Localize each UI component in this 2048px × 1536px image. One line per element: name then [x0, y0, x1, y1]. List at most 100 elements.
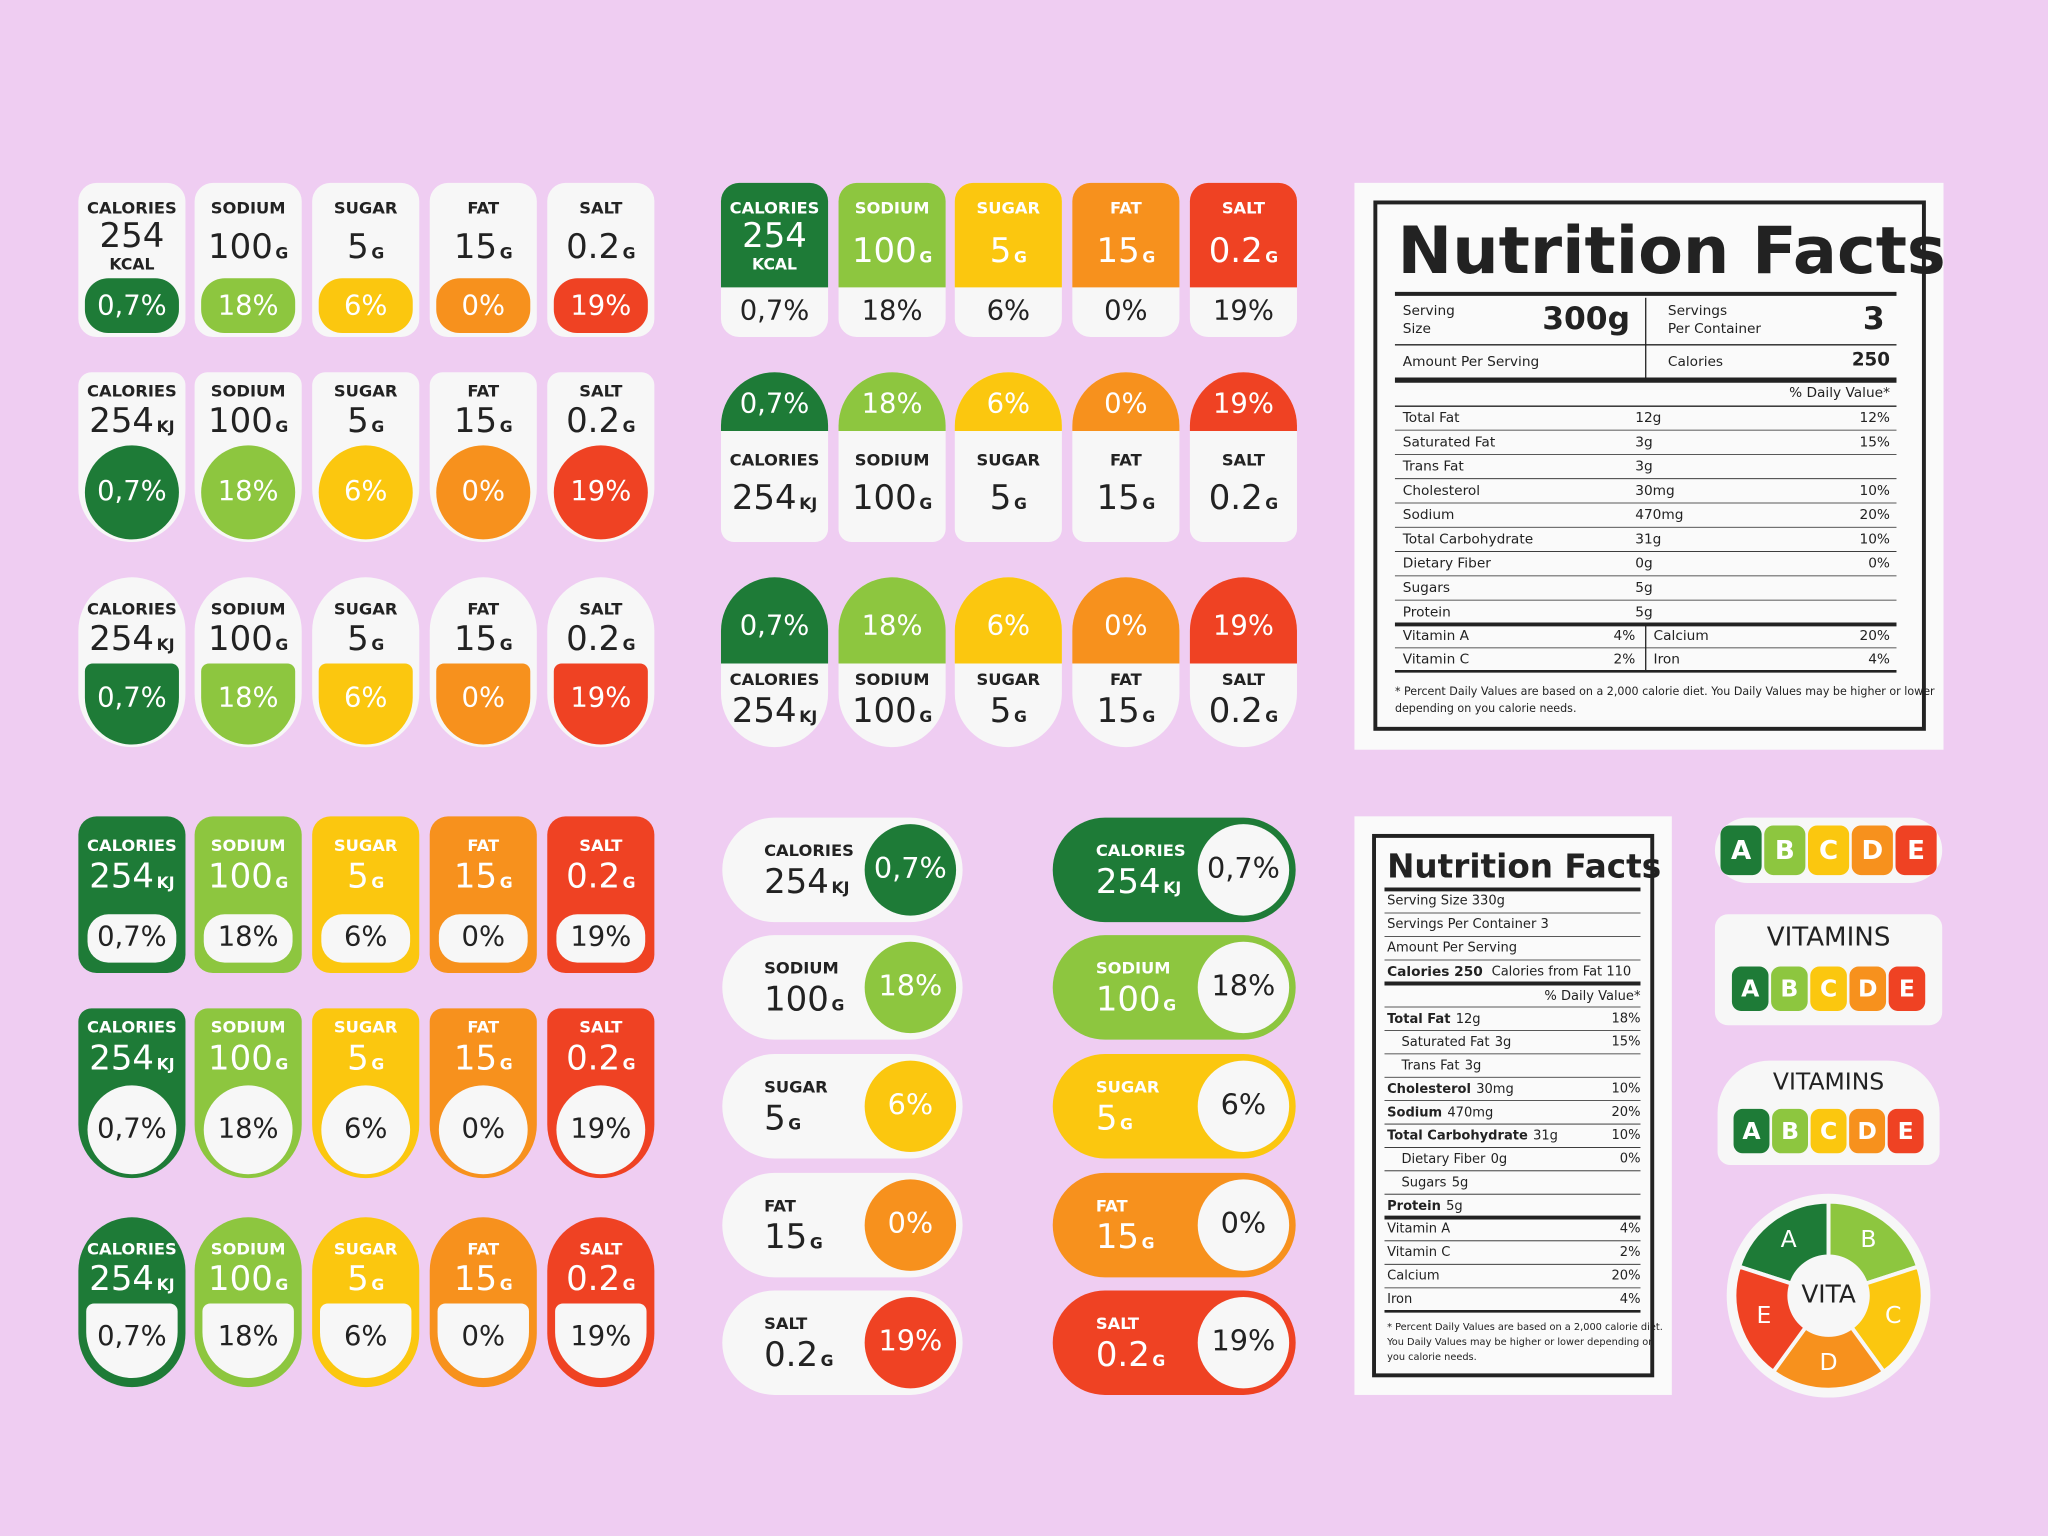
- percent-circle: [1197, 941, 1290, 1034]
- amount-unit: G: [275, 1275, 288, 1294]
- nutrient-name: CALORIES: [730, 670, 820, 689]
- percent-circle: [556, 1085, 646, 1175]
- percent: 0%: [462, 1321, 505, 1352]
- amount-value: 15: [454, 400, 497, 440]
- score-block: [1731, 966, 1769, 1011]
- percent-circle: [203, 1085, 293, 1175]
- amount-unit: G: [1014, 707, 1027, 726]
- percent: 19%: [570, 921, 631, 952]
- nutrient-name: SODIUM: [764, 959, 839, 978]
- nutrient-amount: 100 G: [208, 619, 288, 659]
- nutrient-name: SODIUM: [211, 836, 286, 855]
- facts-text: 250: [1852, 349, 1890, 370]
- score-letter: C: [1820, 1117, 1837, 1145]
- amount-unit: KJ: [831, 878, 849, 897]
- percent: 18%: [878, 968, 942, 1002]
- amount-unit: G: [500, 1275, 513, 1294]
- nutrient-name: SUGAR: [977, 670, 1041, 689]
- percent-circle: [1197, 1060, 1290, 1152]
- amount-value: 100: [852, 231, 917, 271]
- facts-text: Dietary Fiber: [1403, 556, 1491, 572]
- amount-value: 254: [732, 690, 797, 730]
- percent-tag: [553, 278, 648, 334]
- nutrient-name: CALORIES: [730, 198, 820, 217]
- score-letter: D: [1857, 1117, 1877, 1145]
- percent-tag: [436, 278, 531, 334]
- amount-unit: G: [275, 417, 288, 436]
- ring-letter: A: [1781, 1225, 1797, 1253]
- nutrient-name: CALORIES: [730, 451, 820, 470]
- amount-value: 5: [990, 477, 1012, 517]
- amount-value: 0.2: [1209, 231, 1263, 271]
- amount-unit: KJ: [157, 1054, 175, 1073]
- nutrient-name: SUGAR: [334, 198, 398, 217]
- facts-text: * Percent Daily Values are based on a 2,…: [1387, 1322, 1663, 1333]
- nutrient-amount: 15 G: [1097, 477, 1156, 517]
- nutrient-amount: 15 G: [1096, 1217, 1155, 1257]
- nutrient-name: CALORIES: [1096, 841, 1186, 860]
- amount-value: 5: [764, 1098, 786, 1138]
- amount-value: 15: [454, 1259, 497, 1299]
- amount-value: 100: [208, 227, 273, 267]
- facts-text: 15%: [1859, 434, 1889, 450]
- percent: 19%: [878, 1324, 942, 1358]
- percent-circle: [438, 1085, 528, 1175]
- amount-value: 5: [990, 690, 1012, 730]
- facts-text: % Daily Value*: [1544, 989, 1641, 1004]
- amount-unit: G: [623, 417, 636, 436]
- nutrient-name: SALT: [579, 1239, 623, 1258]
- amount-unit: G: [919, 707, 932, 726]
- facts-text: 0%: [1868, 556, 1890, 572]
- percent: 6%: [344, 921, 387, 952]
- amount-unit: G: [275, 635, 288, 654]
- facts-text: Iron: [1654, 652, 1680, 668]
- amount-value: 100: [208, 1259, 273, 1299]
- nutrient-name: SALT: [1096, 1314, 1140, 1333]
- facts-text: Total Carbohydrate: [1402, 531, 1533, 547]
- amount-value: 254: [89, 1038, 154, 1078]
- nutrient-amount: 15 G: [454, 1259, 513, 1299]
- amount-unit: G: [1152, 1350, 1165, 1369]
- score-block: [1733, 1108, 1770, 1154]
- amount-unit: G: [1014, 494, 1027, 513]
- percent-tag: [320, 1303, 412, 1378]
- percent-tag: [437, 1303, 529, 1378]
- nutrient-name: CALORIES: [87, 381, 177, 400]
- label-top: [838, 182, 946, 288]
- facts-text: Serving Size 330g: [1387, 894, 1505, 909]
- amount-value: 0.2: [566, 227, 620, 267]
- facts-border: [1372, 833, 1655, 1378]
- amount-value: 0.2: [566, 400, 620, 440]
- percent: 0,7%: [97, 1321, 167, 1352]
- score-letter: C: [1819, 836, 1838, 866]
- amount-value: 100: [1096, 979, 1161, 1019]
- facts-text: Vitamin A: [1387, 1222, 1450, 1237]
- amount-value: 0.2: [566, 619, 620, 659]
- label-top: [954, 577, 1062, 664]
- facts-title: Nutrition Facts: [1398, 213, 1946, 289]
- amount-unit: G: [623, 1054, 636, 1073]
- nutrient-name: SUGAR: [977, 198, 1041, 217]
- facts-text: * Percent Daily Values are based on a 2,…: [1395, 685, 1935, 698]
- percent-circle: [84, 445, 179, 540]
- amount-value: 15: [1097, 231, 1140, 271]
- score-letter: D: [1861, 836, 1883, 866]
- vitamins-title: VITAMINS: [1767, 922, 1891, 952]
- row-amount: 0g: [1491, 1152, 1508, 1167]
- percent: 6%: [1221, 1087, 1267, 1121]
- amount-value: 5: [347, 856, 369, 896]
- nutrient-name: FAT: [1096, 1196, 1129, 1215]
- percent: 6%: [344, 1113, 387, 1144]
- score-block: [1849, 1108, 1886, 1154]
- facts-text: Servings: [1668, 303, 1727, 319]
- score-block: [1895, 825, 1937, 876]
- nutrient-amount: 254 KJ: [1096, 861, 1181, 901]
- ring-center: [1789, 1256, 1868, 1335]
- amount-value: 0.2: [566, 1259, 620, 1299]
- row-name: Total Carbohydrate: [1387, 1128, 1528, 1143]
- amount-unit: KJ: [799, 494, 817, 513]
- percent: 19%: [1213, 610, 1274, 641]
- amount-value: 15: [454, 856, 497, 896]
